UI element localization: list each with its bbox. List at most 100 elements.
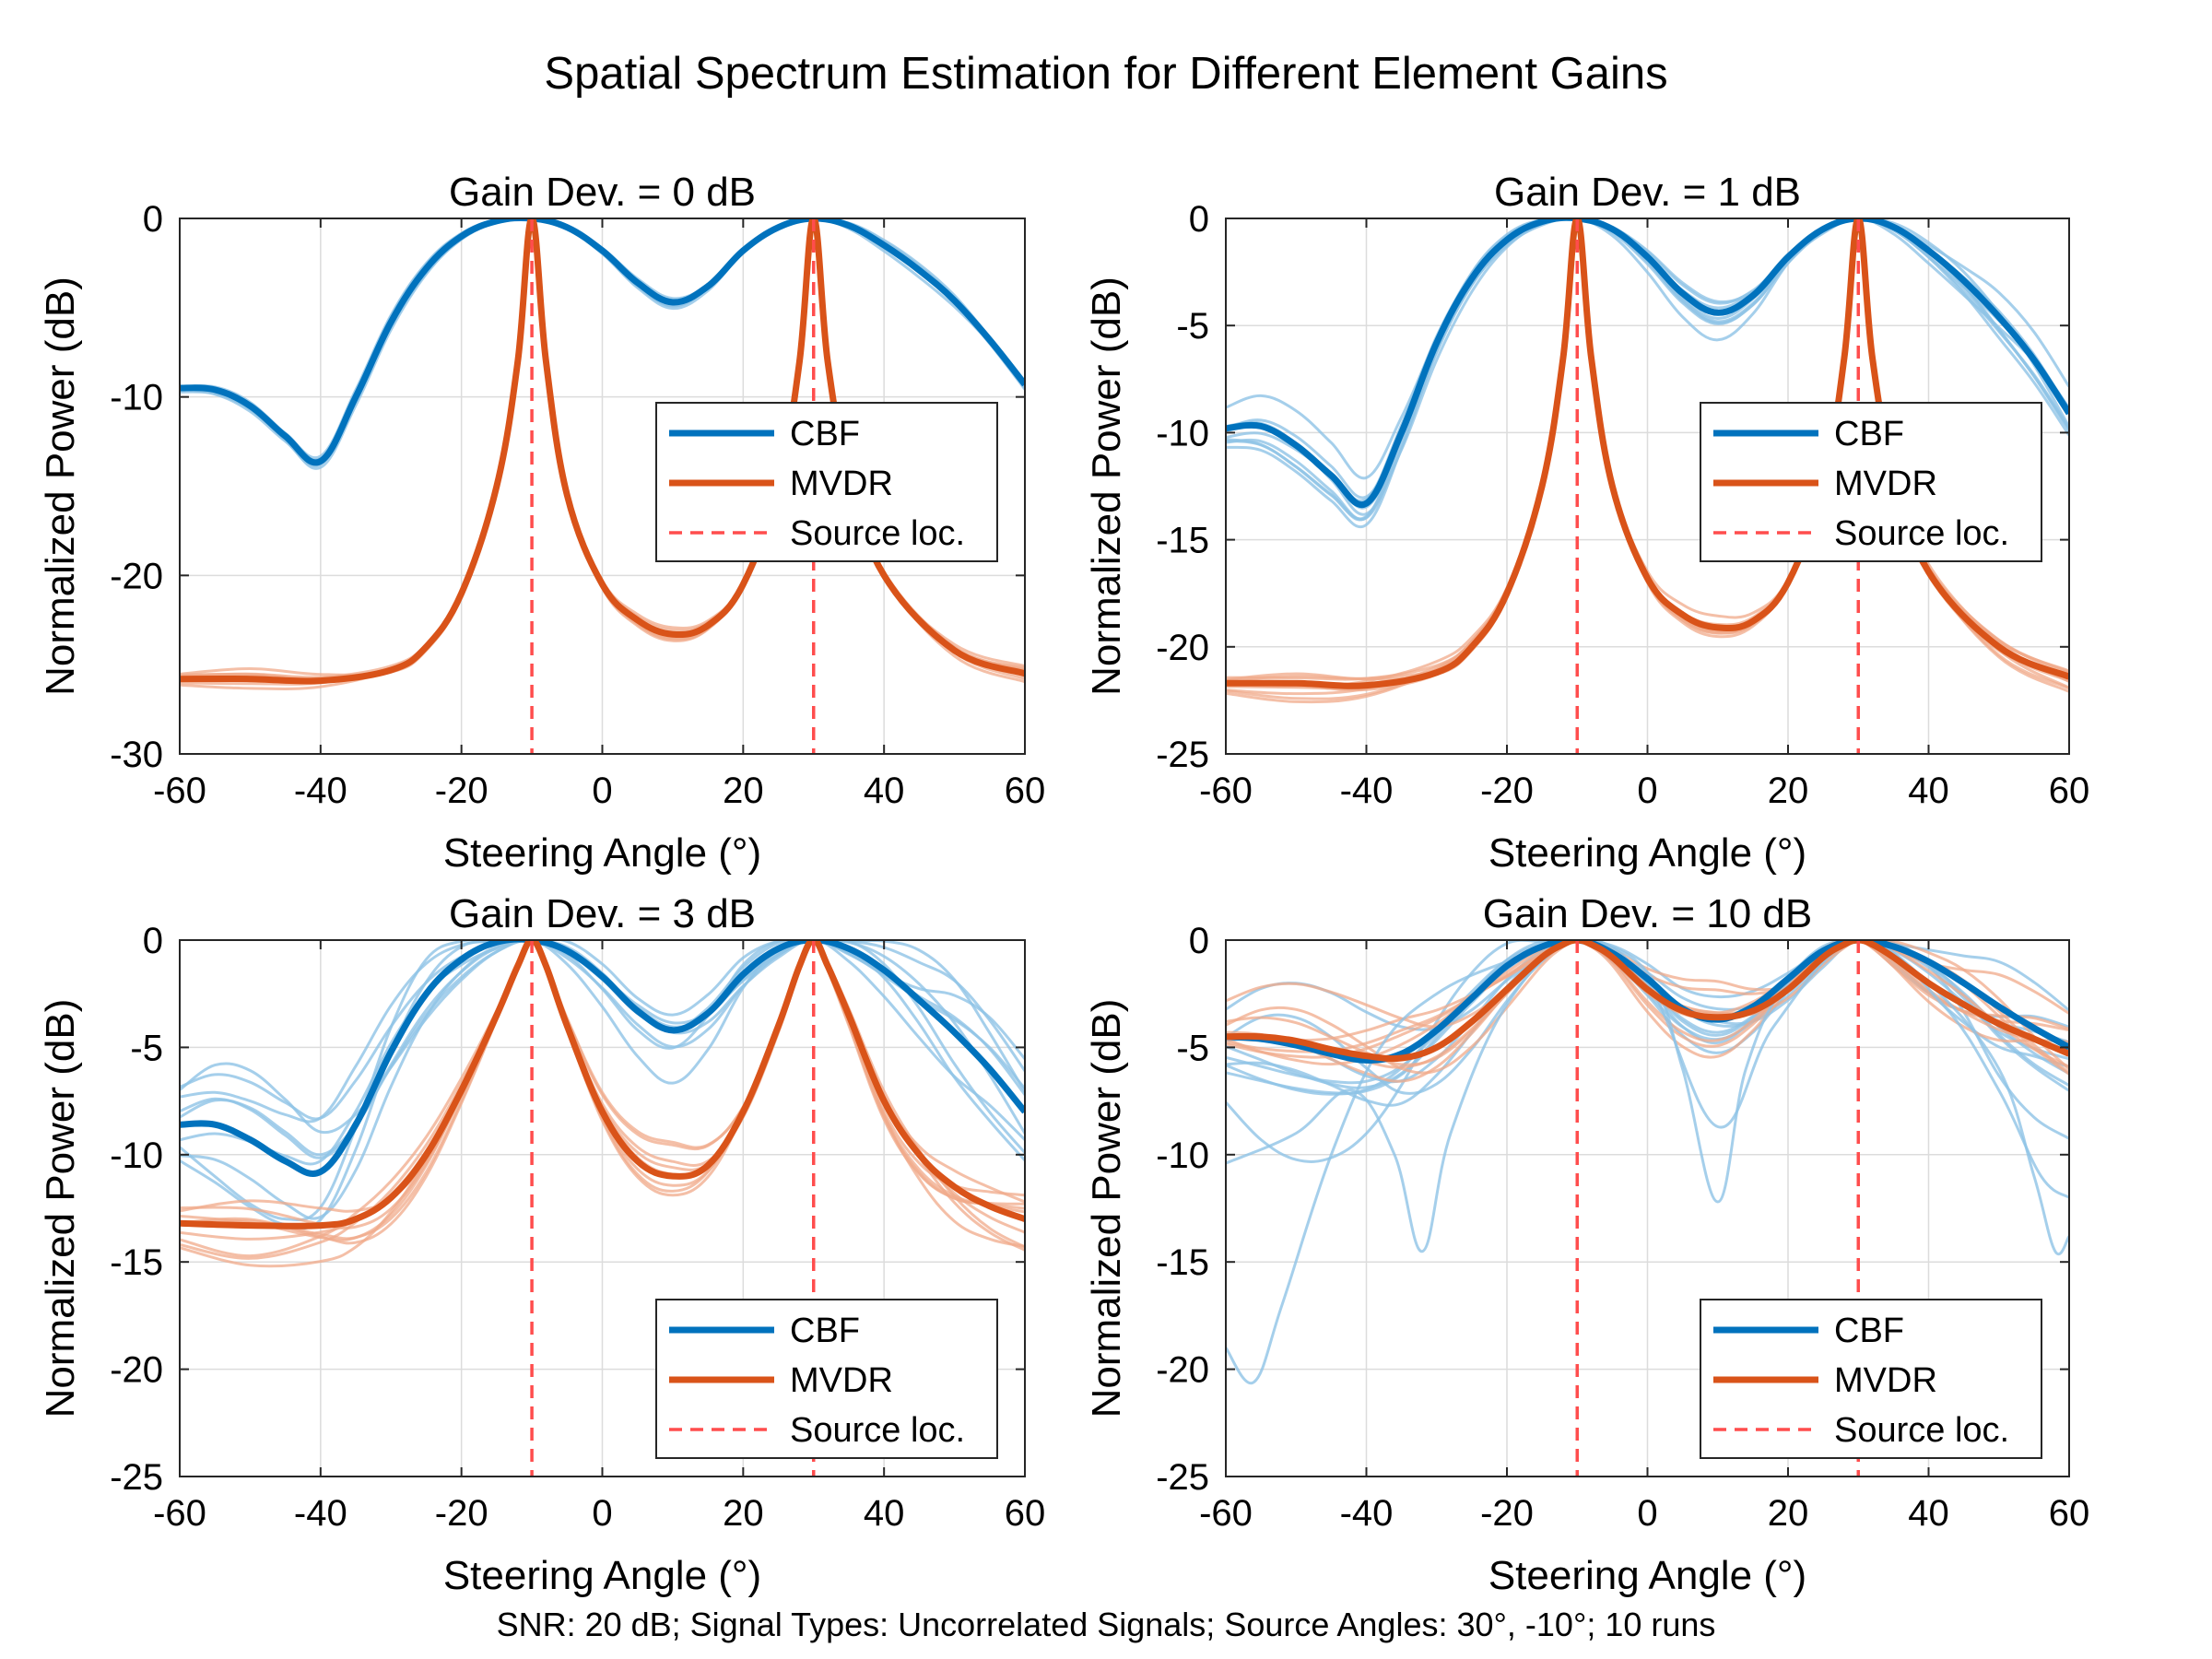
cbf-run-line — [1226, 940, 2069, 1089]
cbf-mean-line — [180, 218, 1025, 466]
y-axis-label: Normalized Power (dB) — [38, 276, 83, 696]
x-tick-label: 40 — [864, 1493, 905, 1534]
legend-entry-source-label: Source loc. — [1834, 514, 2009, 553]
x-tick-label: 20 — [1768, 1493, 1809, 1534]
cbf-mean-line — [1226, 218, 2069, 509]
legend: CBF MVDR Source loc. — [1700, 402, 2042, 562]
subplot-4: -60 -40 -20 0 20 40 60 -25 -20 -15 -10 -5 0 Gain Dev.… — [1084, 891, 2089, 1598]
legend-entry-cbf-label: CBF — [790, 415, 860, 453]
subplot-1: -60 -40 -20 0 20 40 60 -30 -20 -10 0 Gain Dev. = 0 … — [38, 170, 1045, 876]
x-tick-label: -60 — [153, 1493, 206, 1534]
y-tick-label: -25 — [110, 1457, 163, 1498]
plot-area — [1226, 218, 2069, 704]
mvdr-mean-line — [180, 940, 1025, 1230]
legend-entry-source-label: Source loc. — [790, 514, 965, 553]
legend-entry-source-label: Source loc. — [1834, 1411, 2009, 1450]
plot-area — [180, 940, 1025, 1268]
subplot-title: Gain Dev. = 1 dB — [1494, 170, 1801, 215]
mvdr-run-line — [1226, 940, 2069, 1083]
cbf-mean-line — [180, 940, 1025, 1177]
legend: CBF MVDR Source loc. — [655, 402, 998, 562]
x-tick-label: -40 — [294, 1493, 347, 1534]
y-tick-label: 0 — [143, 199, 163, 240]
legend-entry-cbf-label: CBF — [1834, 1312, 1904, 1350]
y-axis-label: Normalized Power (dB) — [1084, 999, 1129, 1418]
x-tick-label: 20 — [723, 1493, 764, 1534]
x-tick-label: -20 — [1480, 1493, 1534, 1534]
x-tick-label: -60 — [1199, 1493, 1253, 1534]
y-tick-label: -10 — [110, 378, 163, 418]
figure-title: Spatial Spectrum Estimation for Differen… — [544, 49, 1668, 99]
x-axis-label: Steering Angle (°) — [1488, 1553, 1806, 1598]
y-axis-label: Normalized Power (dB) — [38, 999, 83, 1418]
subplot-3: -60 -40 -20 0 20 40 60 -25 -20 -15 -10 -5 0 Gain Dev.… — [38, 891, 1045, 1598]
x-tick-label: -40 — [294, 771, 347, 811]
y-tick-label: -25 — [1156, 735, 1209, 775]
subplot-2: -60 -40 -20 0 20 40 60 -25 -20 -15 -10 -5 0 Gain Dev.… — [1084, 170, 2089, 876]
mvdr-mean-line — [1226, 940, 2069, 1063]
mvdr-run-line — [180, 940, 1025, 1258]
cbf-run-line — [1226, 940, 2069, 1385]
x-tick-label: -20 — [435, 1493, 488, 1534]
legend-entry-cbf-label: CBF — [790, 1312, 860, 1350]
y-axis-label: Normalized Power (dB) — [1084, 276, 1129, 696]
y-tick-label: -20 — [110, 1350, 163, 1391]
y-tick-label: -30 — [110, 735, 163, 775]
y-tick-label: -20 — [110, 556, 163, 596]
legend-entry-source-label: Source loc. — [790, 1411, 965, 1450]
x-tick-label: 0 — [592, 1493, 612, 1534]
legend-entry-cbf-label: CBF — [1834, 415, 1904, 453]
legend: CBF MVDR Source loc. — [655, 1299, 998, 1459]
legend-entry-mvdr-label: MVDR — [790, 465, 893, 503]
mvdr-run-line — [1226, 940, 2069, 1071]
y-tick-label: -5 — [1176, 306, 1209, 347]
x-tick-label: -60 — [153, 771, 206, 811]
plot-area — [180, 218, 1025, 690]
x-tick-label: -40 — [1340, 771, 1394, 811]
y-tick-label: 0 — [1189, 921, 1209, 961]
x-tick-label: -20 — [1480, 771, 1534, 811]
y-tick-label: -10 — [110, 1135, 163, 1176]
plot-area — [1226, 940, 2069, 1385]
x-tick-label: 60 — [2049, 771, 2090, 811]
y-tick-label: -20 — [1156, 628, 1209, 668]
cbf-mean-line — [1226, 940, 2069, 1064]
y-tick-label: -25 — [1156, 1457, 1209, 1498]
y-tick-label: -20 — [1156, 1350, 1209, 1391]
x-axis-label: Steering Angle (°) — [443, 830, 761, 876]
x-tick-label: 40 — [1908, 1493, 1949, 1534]
cbf-run-line — [1226, 218, 2069, 510]
cbf-run-line — [180, 940, 1025, 1222]
x-tick-label: 40 — [864, 771, 905, 811]
legend: CBF MVDR Source loc. — [1700, 1299, 2042, 1459]
subplot-title: Gain Dev. = 10 dB — [1483, 891, 1813, 936]
y-tick-label: -15 — [1156, 1242, 1209, 1283]
y-tick-label: -15 — [110, 1242, 163, 1283]
cbf-run-line — [180, 940, 1025, 1166]
legend-entry-mvdr-label: MVDR — [1834, 1361, 1937, 1400]
y-tick-label: -10 — [1156, 413, 1209, 453]
legend-entry-mvdr-label: MVDR — [790, 1361, 893, 1400]
y-tick-label: 0 — [1189, 199, 1209, 240]
mvdr-mean-line — [180, 218, 1025, 685]
subplot-title: Gain Dev. = 3 dB — [449, 891, 756, 936]
x-tick-label: 0 — [592, 771, 612, 811]
x-tick-label: 60 — [1005, 771, 1046, 811]
cbf-run-line — [1226, 940, 2069, 1253]
x-tick-label: -60 — [1199, 771, 1253, 811]
x-axis-label: Steering Angle (°) — [1488, 830, 1806, 876]
x-tick-label: 60 — [1005, 1493, 1046, 1534]
y-tick-label: -10 — [1156, 1135, 1209, 1176]
y-tick-label: -5 — [1176, 1028, 1209, 1068]
x-tick-label: 40 — [1908, 771, 1949, 811]
x-tick-label: 0 — [1637, 1493, 1657, 1534]
x-tick-label: -40 — [1340, 1493, 1394, 1534]
x-axis-label: Steering Angle (°) — [443, 1553, 761, 1598]
y-tick-label: 0 — [143, 921, 163, 961]
y-tick-label: -15 — [1156, 521, 1209, 561]
legend-entry-mvdr-label: MVDR — [1834, 465, 1937, 503]
subplot-title: Gain Dev. = 0 dB — [449, 170, 756, 215]
x-tick-label: 0 — [1637, 771, 1657, 811]
